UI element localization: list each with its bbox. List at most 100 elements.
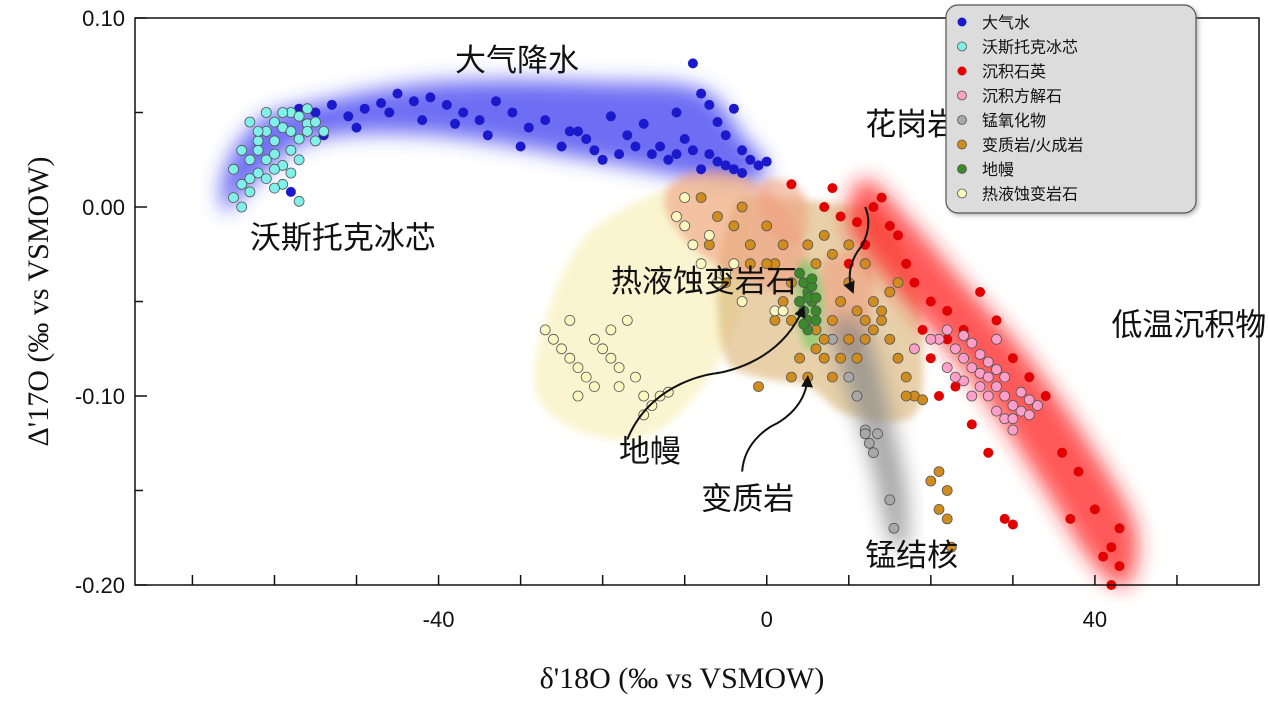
point-s0-20 xyxy=(622,130,633,141)
point-s0-45 xyxy=(417,115,428,126)
y-tick-label: 0.10 xyxy=(82,6,125,31)
point-s0-14 xyxy=(523,122,534,133)
point-s7-2 xyxy=(556,343,567,355)
region-label-0: 大气降水 xyxy=(455,43,579,79)
point-s2-19 xyxy=(1114,561,1125,572)
region-label-7: 锰结核 xyxy=(865,538,958,574)
point-s5-36 xyxy=(859,333,871,345)
legend-label-2: 沉积石英 xyxy=(982,62,1046,81)
point-s3-31 xyxy=(909,343,920,355)
legend-marker-0 xyxy=(957,17,967,27)
point-s2-2 xyxy=(852,217,862,228)
point-s0-21 xyxy=(638,118,649,129)
point-s7-1 xyxy=(548,333,559,345)
point-s7-4 xyxy=(572,362,584,374)
point-s0-3 xyxy=(343,111,354,122)
point-s7-22 xyxy=(679,220,691,232)
point-s0-53 xyxy=(671,149,682,160)
point-s7-9 xyxy=(613,362,625,374)
point-s5-19 xyxy=(892,352,904,364)
point-s5-3 xyxy=(761,220,773,232)
point-s7-18 xyxy=(605,324,617,336)
point-s5-53 xyxy=(818,229,830,241)
point-s1-27 xyxy=(293,195,305,207)
point-s1-17 xyxy=(293,133,305,145)
point-s5-45 xyxy=(744,258,756,270)
point-s5-31 xyxy=(818,352,830,364)
point-s0-9 xyxy=(441,99,452,110)
point-s5-41 xyxy=(900,390,912,402)
point-s2-8 xyxy=(942,305,953,316)
point-s0-43 xyxy=(482,130,493,141)
point-s5-6 xyxy=(786,277,797,289)
point-s1-2 xyxy=(244,154,256,166)
point-s0-42 xyxy=(515,141,526,152)
point-s7-30 xyxy=(777,305,789,317)
point-s0-36 xyxy=(646,149,657,160)
point-s0-6 xyxy=(392,88,403,99)
point-s7-27 xyxy=(728,258,740,270)
point-s0-25 xyxy=(696,88,707,99)
point-s0-16 xyxy=(556,141,567,152)
point-s3-30 xyxy=(925,333,937,345)
x-axis-title: δ'18O (‰ vs VSMOW) xyxy=(540,662,825,695)
point-s5-12 xyxy=(835,296,846,307)
x-tick-label: 0 xyxy=(761,607,773,632)
point-s3-29 xyxy=(1023,394,1035,406)
point-s3-25 xyxy=(982,356,994,368)
point-s1-23 xyxy=(244,173,256,185)
point-s7-33 xyxy=(703,229,715,241)
point-s5-20 xyxy=(900,371,912,383)
legend-label-6: 地幔 xyxy=(982,160,1014,179)
legend-marker-4 xyxy=(957,115,967,125)
point-s5-30 xyxy=(810,343,822,355)
point-s0-38 xyxy=(614,149,625,160)
legend-label-4: 锰氧化物 xyxy=(982,111,1046,130)
point-s4-6 xyxy=(872,428,883,440)
point-s1-33 xyxy=(277,107,289,118)
point-s0-34 xyxy=(679,134,690,144)
point-s2-33 xyxy=(901,258,912,269)
legend-marker-3 xyxy=(957,90,967,101)
point-s0-10 xyxy=(458,107,469,118)
point-s1-0 xyxy=(228,163,239,175)
point-s5-14 xyxy=(851,305,863,317)
arrow-地幔 xyxy=(626,305,806,440)
point-s7-20 xyxy=(638,409,650,421)
point-s7-19 xyxy=(613,381,625,393)
point-s3-9 xyxy=(1032,400,1043,411)
point-s0-47 xyxy=(351,122,362,133)
point-s7-7 xyxy=(597,343,608,355)
point-s2-34 xyxy=(884,220,895,231)
point-s2-4 xyxy=(876,192,887,203)
point-s2-31 xyxy=(950,381,961,392)
point-s7-13 xyxy=(646,400,658,411)
point-s2-12 xyxy=(1007,353,1018,364)
point-s3-6 xyxy=(1007,400,1019,411)
point-s0-56 xyxy=(728,164,739,175)
point-s5-32 xyxy=(827,371,838,383)
point-s4-8 xyxy=(884,494,896,506)
region-label-1: 沃斯托克冰芯 xyxy=(250,221,436,257)
point-s0-51 xyxy=(704,149,715,160)
point-s5-2 xyxy=(744,239,756,251)
data-points xyxy=(228,58,1125,590)
region-8 xyxy=(847,178,1138,587)
point-s7-28 xyxy=(736,296,748,307)
point-s3-11 xyxy=(982,390,994,402)
point-s4-2 xyxy=(851,390,863,402)
legend-label-5: 变质岩/火成岩 xyxy=(982,136,1083,155)
point-s0-49 xyxy=(285,186,296,197)
point-s7-31 xyxy=(671,211,682,222)
point-s0-40 xyxy=(581,134,592,144)
point-s1-32 xyxy=(244,116,256,128)
y-tick-label: -0.20 xyxy=(75,573,125,598)
point-s0-52 xyxy=(720,160,731,171)
point-s0-22 xyxy=(655,141,666,152)
point-s0-35 xyxy=(663,154,674,165)
point-s7-16 xyxy=(572,390,584,402)
point-s5-55 xyxy=(695,192,707,204)
legend-marker-7 xyxy=(957,188,967,199)
